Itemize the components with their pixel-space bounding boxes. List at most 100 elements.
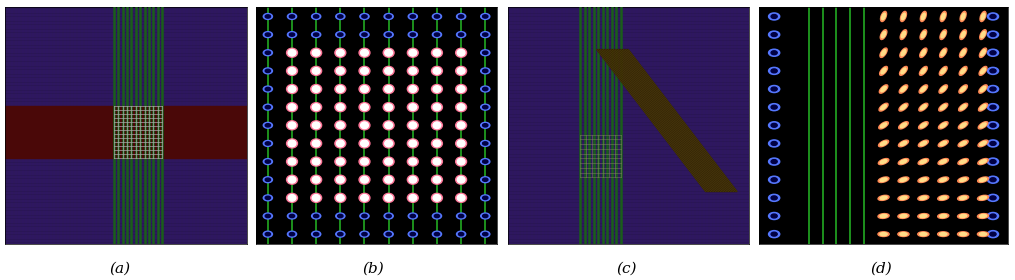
Ellipse shape (432, 231, 442, 237)
Ellipse shape (289, 15, 294, 18)
Ellipse shape (286, 157, 297, 166)
Ellipse shape (482, 160, 488, 163)
Ellipse shape (288, 86, 296, 92)
Text: (c): (c) (616, 262, 636, 276)
Ellipse shape (432, 13, 442, 19)
Ellipse shape (918, 177, 929, 183)
Ellipse shape (880, 178, 887, 181)
Ellipse shape (385, 86, 393, 92)
Ellipse shape (384, 85, 394, 94)
Ellipse shape (938, 140, 948, 147)
Ellipse shape (359, 193, 369, 202)
Ellipse shape (286, 48, 297, 57)
Ellipse shape (940, 123, 946, 128)
Ellipse shape (919, 140, 929, 147)
Ellipse shape (360, 50, 368, 56)
Ellipse shape (360, 13, 369, 19)
Ellipse shape (898, 214, 909, 218)
Ellipse shape (431, 103, 443, 112)
Ellipse shape (336, 104, 344, 111)
Ellipse shape (286, 193, 297, 202)
Ellipse shape (921, 86, 926, 92)
Ellipse shape (880, 48, 887, 57)
Ellipse shape (407, 85, 418, 94)
Ellipse shape (878, 158, 889, 165)
Ellipse shape (288, 104, 296, 111)
Ellipse shape (311, 193, 322, 202)
Ellipse shape (768, 13, 780, 20)
Ellipse shape (898, 158, 908, 165)
Ellipse shape (482, 196, 488, 200)
Ellipse shape (977, 177, 989, 183)
Ellipse shape (941, 86, 946, 92)
Ellipse shape (990, 87, 996, 91)
Ellipse shape (457, 104, 465, 111)
Ellipse shape (979, 30, 987, 39)
Ellipse shape (900, 86, 906, 92)
Ellipse shape (360, 176, 368, 183)
Ellipse shape (880, 214, 887, 218)
Ellipse shape (408, 32, 417, 38)
Text: (d): (d) (870, 262, 892, 276)
Ellipse shape (768, 67, 780, 74)
Ellipse shape (977, 214, 989, 218)
Ellipse shape (313, 104, 320, 111)
Ellipse shape (938, 158, 948, 165)
Ellipse shape (263, 122, 272, 128)
Ellipse shape (457, 67, 465, 74)
Ellipse shape (990, 196, 996, 200)
Ellipse shape (384, 103, 394, 112)
Ellipse shape (265, 87, 271, 91)
Ellipse shape (921, 105, 927, 110)
Ellipse shape (481, 86, 490, 92)
Text: (a): (a) (110, 262, 130, 276)
Ellipse shape (265, 142, 271, 145)
Ellipse shape (979, 196, 987, 200)
Ellipse shape (771, 160, 777, 164)
Ellipse shape (265, 214, 271, 218)
Ellipse shape (338, 15, 343, 18)
Ellipse shape (386, 33, 392, 36)
Ellipse shape (958, 177, 968, 183)
Ellipse shape (977, 195, 989, 200)
Ellipse shape (457, 140, 465, 147)
Ellipse shape (920, 30, 927, 39)
Ellipse shape (434, 15, 439, 18)
Ellipse shape (457, 158, 465, 165)
Ellipse shape (898, 232, 909, 237)
Ellipse shape (361, 33, 367, 36)
Ellipse shape (360, 140, 368, 147)
Ellipse shape (768, 158, 780, 165)
Ellipse shape (409, 50, 417, 56)
Ellipse shape (409, 140, 417, 147)
Ellipse shape (979, 123, 987, 128)
Ellipse shape (431, 48, 443, 57)
Polygon shape (597, 50, 737, 192)
Ellipse shape (880, 123, 887, 128)
Ellipse shape (771, 123, 777, 127)
Ellipse shape (433, 86, 441, 92)
Ellipse shape (481, 50, 490, 56)
Ellipse shape (335, 48, 346, 57)
Ellipse shape (360, 158, 368, 165)
Ellipse shape (990, 69, 996, 73)
Ellipse shape (977, 158, 989, 165)
Ellipse shape (287, 13, 296, 19)
Ellipse shape (407, 48, 418, 57)
Ellipse shape (409, 195, 417, 201)
Ellipse shape (457, 122, 465, 129)
Ellipse shape (459, 15, 464, 18)
Ellipse shape (768, 49, 780, 56)
Ellipse shape (431, 175, 443, 184)
Ellipse shape (407, 157, 418, 166)
Ellipse shape (457, 213, 466, 219)
Ellipse shape (456, 103, 467, 112)
Bar (5, 106, 247, 158)
Ellipse shape (336, 158, 344, 165)
Ellipse shape (385, 50, 393, 56)
Ellipse shape (359, 121, 369, 130)
Ellipse shape (410, 232, 415, 236)
Ellipse shape (457, 195, 465, 201)
Ellipse shape (286, 85, 297, 94)
Ellipse shape (900, 233, 907, 236)
